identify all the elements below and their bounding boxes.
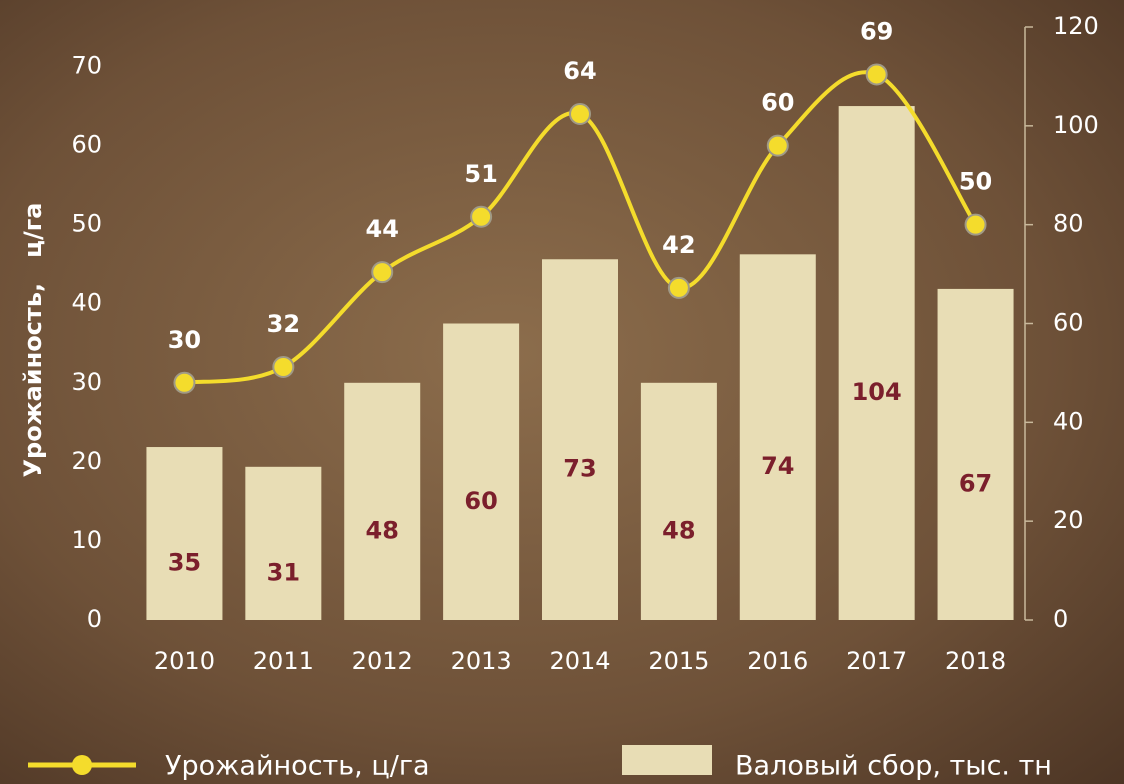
y-tick-label: 10 xyxy=(71,526,102,554)
line-point xyxy=(570,104,590,124)
line-value-label: 60 xyxy=(761,89,794,117)
line-point xyxy=(669,278,689,298)
line-value-label: 32 xyxy=(267,310,300,338)
line-value-label: 50 xyxy=(959,168,992,196)
bar-value-label: 48 xyxy=(366,516,399,544)
bar xyxy=(938,289,1014,620)
x-tick-label: 2014 xyxy=(549,647,610,675)
line-value-label: 64 xyxy=(563,57,596,85)
y-tick-label: 60 xyxy=(71,131,102,159)
bar-value-label: 35 xyxy=(168,549,201,577)
bar xyxy=(344,383,420,620)
x-tick-label: 2015 xyxy=(648,647,709,675)
bar xyxy=(839,106,915,620)
y-tick-label: 20 xyxy=(71,447,102,475)
y-axis-label: Урожайность, ц/га xyxy=(19,203,47,478)
x-tick-label: 2012 xyxy=(352,647,413,675)
legend-label: Валовый сбор, тыс. тн xyxy=(735,751,1052,782)
bar-value-label: 104 xyxy=(852,378,902,406)
line-value-label: 44 xyxy=(366,215,399,243)
line-value-label: 51 xyxy=(464,160,497,188)
x-tick-label: 2018 xyxy=(945,647,1006,675)
line-value-label: 42 xyxy=(662,231,695,259)
line-point xyxy=(471,207,491,227)
y2-tick-label: 80 xyxy=(1053,210,1084,238)
y-tick-label: 50 xyxy=(71,210,102,238)
legend-label: Урожайность, ц/га xyxy=(165,751,430,782)
bar xyxy=(146,447,222,620)
bar xyxy=(443,324,519,621)
y-tick-label: 30 xyxy=(71,368,102,396)
bar-value-label: 48 xyxy=(662,516,695,544)
line-point xyxy=(768,136,788,156)
legend-swatch xyxy=(622,745,712,775)
bar xyxy=(641,383,717,620)
y2-tick-label: 100 xyxy=(1053,111,1099,139)
y2-tick-label: 120 xyxy=(1053,12,1099,40)
y-tick-label: 0 xyxy=(87,605,102,633)
line-value-label: 30 xyxy=(168,326,201,354)
bar-value-label: 73 xyxy=(563,455,596,483)
y2-tick-label: 40 xyxy=(1053,407,1084,435)
legend-marker xyxy=(72,755,92,775)
bar-value-label: 67 xyxy=(959,469,992,497)
bar xyxy=(542,259,618,620)
x-tick-label: 2017 xyxy=(846,647,907,675)
x-tick-label: 2010 xyxy=(154,647,215,675)
bar xyxy=(245,467,321,620)
bar-value-label: 60 xyxy=(464,487,497,515)
page: Урожайность, ц/га 0 10 20 30 40 50 60 70 0 20 40 60… xyxy=(0,0,1124,784)
line-point xyxy=(966,215,986,235)
y2-tick-label: 20 xyxy=(1053,506,1084,534)
y-tick-label: 40 xyxy=(71,289,102,317)
y2-tick-label: 0 xyxy=(1053,605,1068,633)
line-point xyxy=(273,357,293,377)
line-point xyxy=(174,373,194,393)
bar-value-label: 74 xyxy=(761,452,794,480)
bar-value-label: 31 xyxy=(267,558,300,586)
x-tick-label: 2013 xyxy=(451,647,512,675)
line-point xyxy=(867,64,887,84)
y-tick-label: 70 xyxy=(71,52,102,80)
y2-tick-label: 60 xyxy=(1053,309,1084,337)
x-tick-label: 2011 xyxy=(253,647,314,675)
x-tick-label: 2016 xyxy=(747,647,808,675)
bar xyxy=(740,254,816,620)
chart: Урожайность, ц/га 0 10 20 30 40 50 60 70 0 20 40 60… xyxy=(0,0,1124,784)
line-value-label: 69 xyxy=(860,17,893,45)
line-point xyxy=(372,262,392,282)
